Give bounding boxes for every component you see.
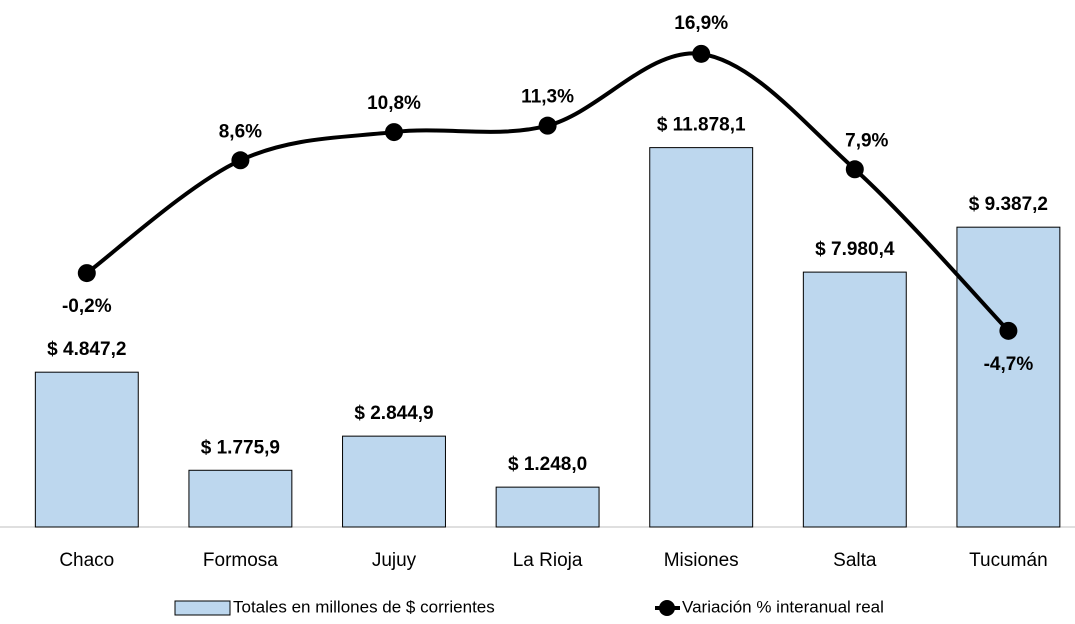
legend-swatch — [659, 600, 675, 616]
data-label: 16,9% — [674, 13, 728, 34]
data-label: -0,2% — [62, 296, 112, 317]
data-label: 7,9% — [845, 130, 888, 151]
x-tick-label: La Rioja — [513, 550, 583, 571]
bar — [495, 486, 600, 528]
x-tick-label: Jujuy — [372, 550, 417, 571]
data-label: -4,7% — [984, 354, 1034, 375]
bar — [342, 435, 446, 528]
line-marker — [538, 116, 557, 135]
x-tick-label: Misiones — [664, 550, 739, 571]
x-tick-label: Chaco — [59, 550, 114, 571]
legend-label: Totales en millones de $ corrientes — [233, 597, 495, 616]
x-tick-label: Salta — [833, 550, 877, 571]
x-tick-label: Formosa — [203, 550, 278, 571]
bar — [649, 147, 754, 528]
line-marker — [999, 321, 1018, 340]
line-marker — [845, 160, 864, 179]
x-tick-label: Tucumán — [969, 550, 1048, 571]
data-label: $ 1.775,9 — [201, 437, 280, 458]
data-label: 10,8% — [367, 93, 421, 114]
data-label: $ 1.248,0 — [508, 454, 587, 475]
data-label: $ 4.847,2 — [47, 339, 126, 360]
legend-swatch — [174, 600, 231, 616]
data-label: $ 7.980,4 — [815, 239, 895, 260]
line-marker — [385, 123, 403, 142]
data-label: $ 11.878,1 — [657, 115, 746, 136]
data-label: 11,3% — [521, 87, 574, 108]
bar — [802, 271, 907, 528]
data-label: 8,6% — [219, 121, 262, 142]
bar — [188, 469, 293, 528]
data-label: $ 2.844,9 — [354, 403, 433, 424]
line-marker — [231, 151, 250, 170]
bar — [956, 226, 1061, 528]
line-marker — [77, 264, 96, 283]
bar — [34, 371, 139, 528]
legend-label: Variación % interanual real — [682, 597, 884, 616]
line-marker — [692, 44, 711, 63]
data-label: $ 9.387,2 — [969, 194, 1048, 215]
